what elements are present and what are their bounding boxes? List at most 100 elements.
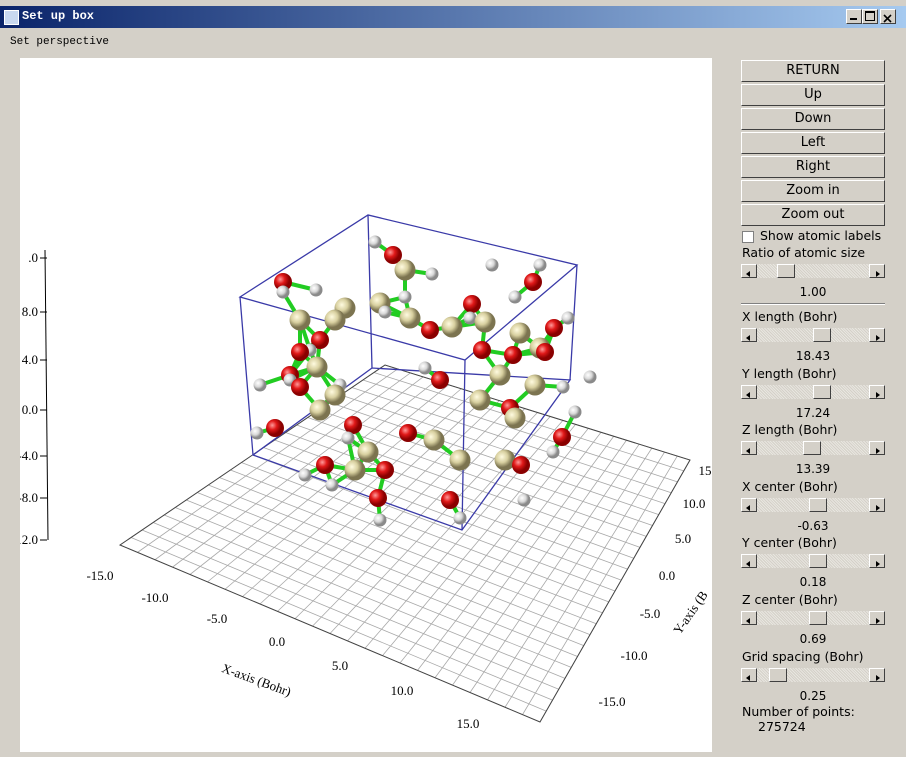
- subtitle: Set perspective: [10, 36, 110, 48]
- molecule: [250, 235, 597, 527]
- grid-line: [452, 439, 627, 686]
- panel-button[interactable]: Zoom in: [741, 180, 885, 202]
- slider-right[interactable]: [869, 667, 885, 682]
- atom: [561, 311, 575, 325]
- close-button[interactable]: [880, 9, 896, 24]
- atom: [553, 428, 571, 446]
- atom: [357, 441, 379, 463]
- atom: [485, 258, 499, 272]
- checkbox[interactable]: [742, 231, 754, 243]
- y-tick-label: -5.0: [640, 606, 661, 621]
- z-axis: [44, 249, 49, 541]
- window-icon: [4, 10, 19, 25]
- atom: [508, 290, 522, 304]
- z-tick-label: -8.0: [20, 490, 38, 505]
- 3d-viewport: .0 8.0 4.0 0.0 -4.0 -8.0 -12.0 -15.0 -10.0 -5.0 0.…: [20, 58, 712, 752]
- slider-value: 13.39: [795, 462, 831, 477]
- grid-line: [362, 379, 678, 483]
- atom: [398, 290, 412, 304]
- atom: [276, 285, 290, 299]
- panel-button[interactable]: Left: [741, 132, 885, 154]
- atom: [306, 356, 328, 378]
- slider-left[interactable]: [741, 554, 757, 569]
- slider-left[interactable]: [741, 441, 757, 456]
- atom: [469, 389, 491, 411]
- slider[interactable]: [741, 384, 885, 399]
- points-value: 275724: [758, 719, 806, 734]
- x-tick-label: 0.0: [269, 634, 285, 649]
- slider[interactable]: [741, 497, 885, 512]
- x-tick-label: 10.0: [391, 683, 414, 698]
- atom: [266, 419, 284, 437]
- atom: [376, 461, 394, 479]
- x-tick-label: -10.0: [141, 590, 168, 605]
- atom: [463, 295, 481, 313]
- slider-thumb[interactable]: [813, 328, 831, 342]
- panel-button[interactable]: Up: [741, 84, 885, 106]
- panel-button[interactable]: Down: [741, 108, 885, 130]
- atom: [378, 305, 392, 319]
- slider-right[interactable]: [869, 328, 885, 342]
- atom: [316, 456, 334, 474]
- atom: [568, 405, 582, 419]
- window-title: Set up box: [22, 9, 95, 23]
- y-tick-label: 15: [699, 463, 712, 478]
- grid-line: [487, 447, 653, 701]
- panel-button[interactable]: RETURN: [741, 60, 885, 82]
- atom: [394, 259, 416, 281]
- slider-left[interactable]: [741, 264, 757, 278]
- slider-thumb[interactable]: [809, 611, 827, 625]
- slider-right[interactable]: [869, 497, 885, 512]
- minimize-button[interactable]: [846, 9, 862, 24]
- slider[interactable]: [741, 611, 885, 625]
- slider-right[interactable]: [869, 554, 885, 569]
- x-axis-label: X-axis (Bohr): [220, 660, 293, 699]
- slider-left[interactable]: [741, 328, 757, 342]
- slider-label: Z length (Bohr): [742, 422, 838, 438]
- atom: [325, 478, 339, 492]
- atom: [533, 258, 547, 272]
- atom: [298, 468, 312, 482]
- slider[interactable]: [741, 441, 885, 456]
- atom: [504, 407, 526, 429]
- slider[interactable]: [741, 264, 885, 278]
- atom: [556, 380, 570, 394]
- atom: [473, 341, 491, 359]
- atom: [399, 307, 421, 329]
- atom: [253, 378, 267, 392]
- slider[interactable]: [741, 667, 885, 682]
- slider-left[interactable]: [741, 497, 757, 512]
- slider-left[interactable]: [741, 667, 757, 682]
- slider[interactable]: [741, 328, 885, 342]
- slider-thumb[interactable]: [803, 441, 821, 456]
- slider-thumb[interactable]: [813, 384, 831, 399]
- slider-left[interactable]: [741, 384, 757, 399]
- slider-left[interactable]: [741, 611, 757, 625]
- slider-thumb[interactable]: [777, 264, 795, 278]
- slider-label: Z center (Bohr): [742, 592, 838, 607]
- slider-right[interactable]: [869, 441, 885, 456]
- slider-label: Y center (Bohr): [742, 535, 837, 551]
- panel-button[interactable]: Zoom out: [741, 204, 885, 226]
- maximize-button[interactable]: [862, 9, 878, 24]
- z-tick-label: 4.0: [22, 352, 38, 367]
- slider-right[interactable]: [869, 384, 885, 399]
- atom: [309, 399, 331, 421]
- slider-thumb[interactable]: [809, 554, 827, 569]
- slider[interactable]: [741, 554, 885, 569]
- atom: [509, 322, 531, 344]
- slider-right[interactable]: [869, 264, 885, 278]
- grid-line: [504, 451, 665, 708]
- panel-button[interactable]: Right: [741, 156, 885, 178]
- slider-thumb[interactable]: [809, 497, 827, 512]
- slider-thumb[interactable]: [769, 667, 787, 682]
- atom: [344, 459, 366, 481]
- y-tick-label: 5.0: [675, 531, 691, 546]
- atom: [441, 316, 463, 338]
- atom: [453, 511, 467, 525]
- slider-right[interactable]: [869, 611, 885, 625]
- slider-label: X length (Bohr): [742, 309, 838, 324]
- atom: [311, 331, 329, 349]
- y-tick-label: -15.0: [598, 694, 625, 709]
